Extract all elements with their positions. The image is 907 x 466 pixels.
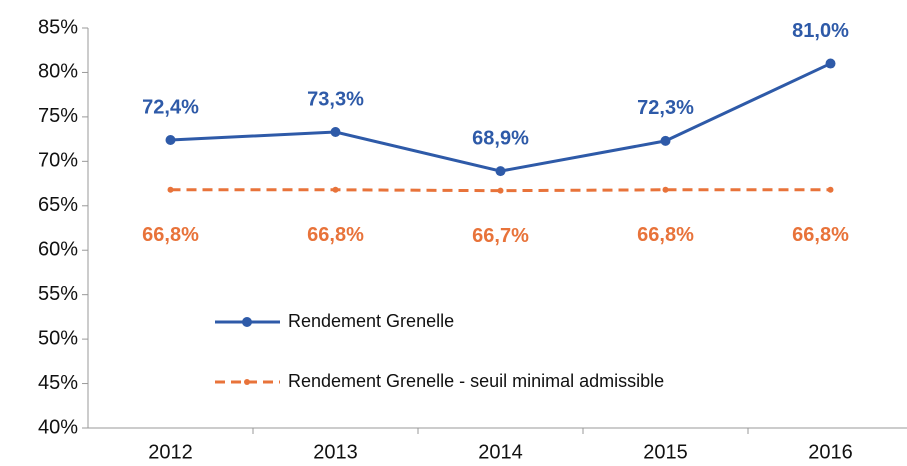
y-tick-label: 55% <box>38 283 78 305</box>
point <box>825 58 836 69</box>
legend-label: Rendement Grenelle <box>288 311 454 331</box>
legend-marker <box>242 317 252 327</box>
legend-label: Rendement Grenelle - seuil minimal admis… <box>288 371 664 391</box>
legend-marker <box>244 379 250 385</box>
series-line <box>170 62 832 173</box>
x-tick-label: 2015 <box>643 441 688 463</box>
y-tick-label: 50% <box>38 327 78 349</box>
data-label: 66,8% <box>142 224 199 246</box>
point <box>167 186 174 193</box>
x-tick-label: 2014 <box>478 441 523 463</box>
data-label: 81,0% <box>792 20 849 42</box>
y-tick-label: 65% <box>38 194 78 216</box>
point <box>662 186 669 193</box>
point <box>165 135 176 145</box>
data-label: 66,8% <box>792 224 849 246</box>
data-label: 68,9% <box>472 127 529 149</box>
x-tick-label: 2016 <box>808 441 853 463</box>
data-label: 66,7% <box>472 225 529 247</box>
point <box>330 127 341 137</box>
data-label: 72,3% <box>637 97 694 119</box>
point <box>660 135 671 146</box>
x-tick-label: 2013 <box>313 441 358 463</box>
y-tick-label: 60% <box>38 239 78 261</box>
point <box>495 166 506 177</box>
series-line <box>170 188 831 193</box>
x-tick-label: 2012 <box>148 441 193 463</box>
point <box>827 186 834 193</box>
y-tick-label: 70% <box>38 150 78 172</box>
y-tick-label: 75% <box>38 105 78 127</box>
y-tick-label: 45% <box>38 372 78 394</box>
point <box>497 187 504 194</box>
y-tick-label: 40% <box>38 416 78 438</box>
y-tick-label: 80% <box>38 61 78 83</box>
data-label: 72,4% <box>142 96 199 118</box>
data-label: 66,8% <box>307 224 364 246</box>
data-label: 66,8% <box>637 224 694 246</box>
y-tick-label: 85% <box>38 16 78 38</box>
data-label: 73,3% <box>307 88 364 110</box>
point <box>332 186 339 193</box>
